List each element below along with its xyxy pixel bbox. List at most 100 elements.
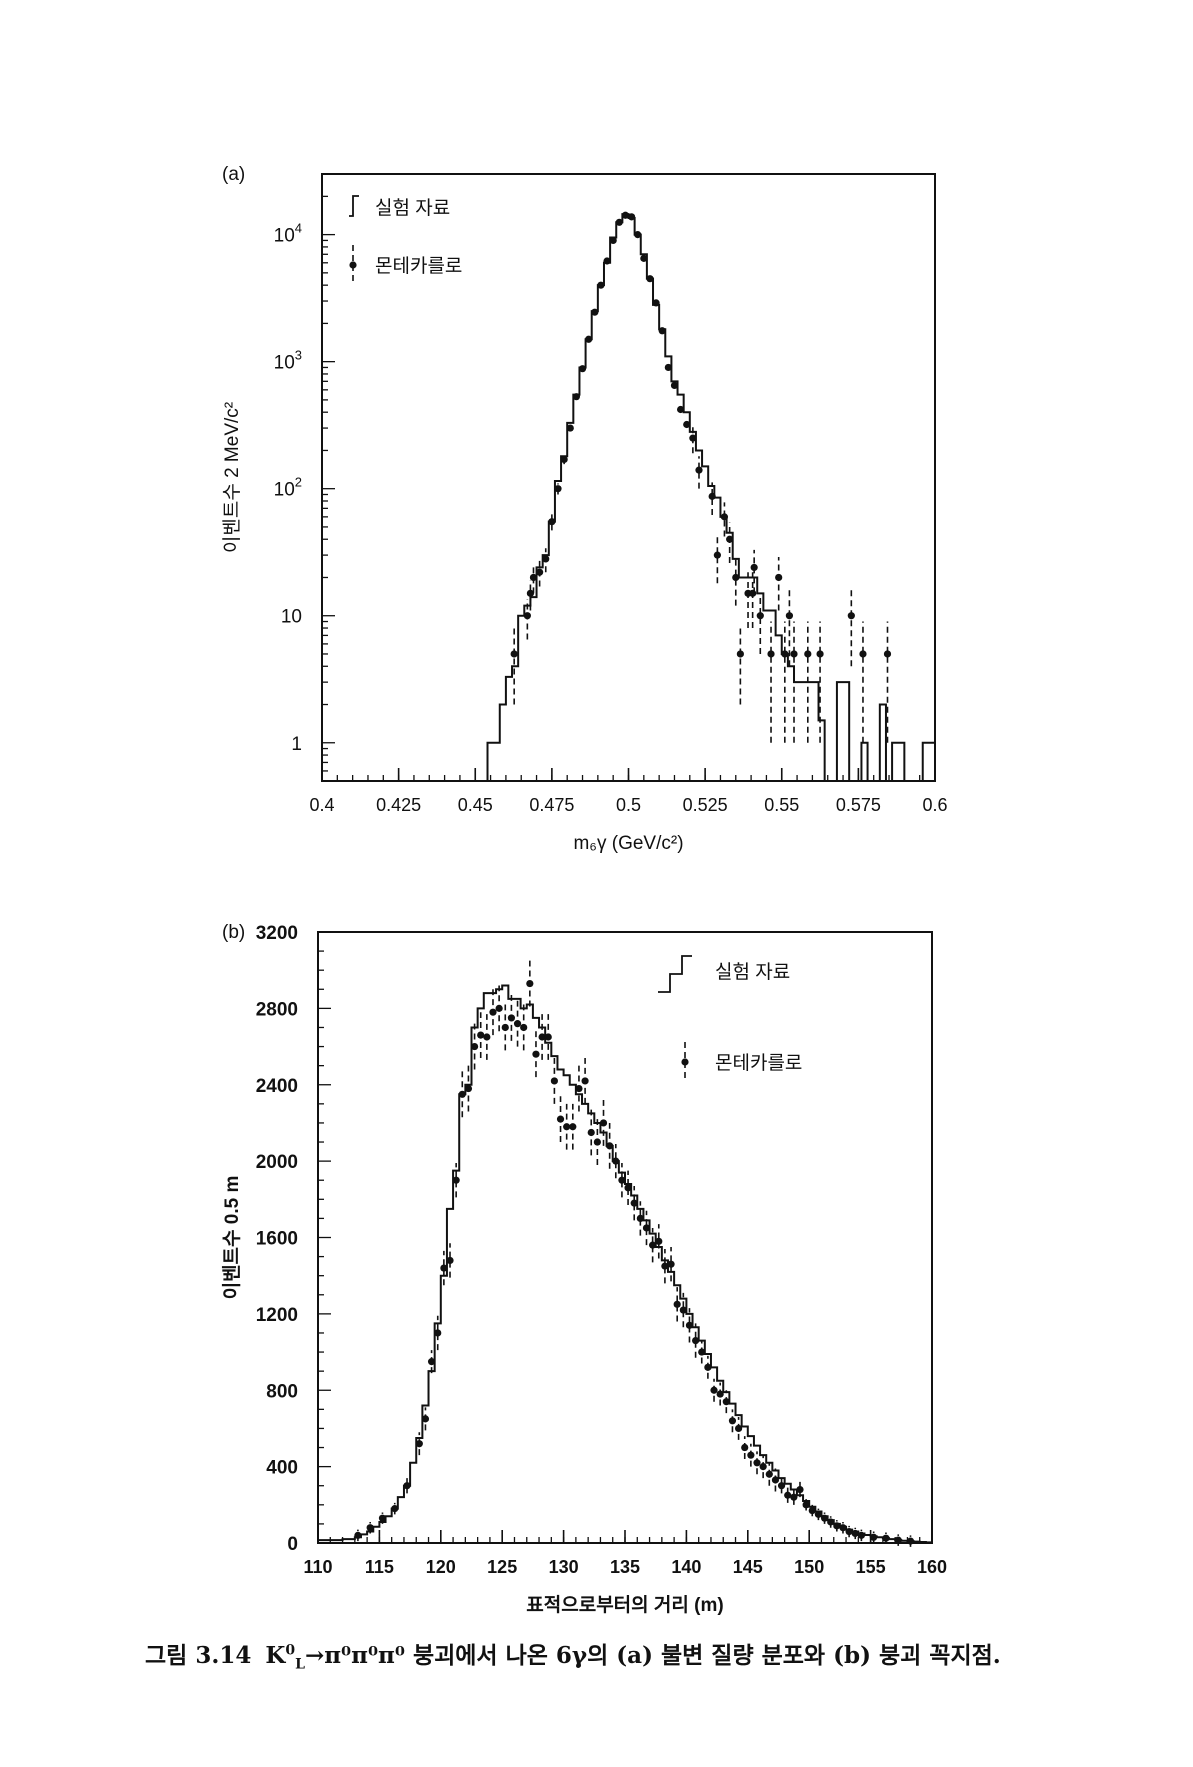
mc-point xyxy=(470,1042,479,1051)
mc-point xyxy=(578,365,587,373)
mc-point xyxy=(802,1501,810,1509)
mc-point xyxy=(781,650,789,658)
mc-point xyxy=(720,513,729,521)
mc-point xyxy=(510,650,518,658)
mc-point xyxy=(599,1119,608,1127)
mc-point xyxy=(894,1536,902,1544)
mc-point xyxy=(796,1485,804,1494)
y-tick-label: 2800 xyxy=(256,999,298,1020)
y-tick-base: 0 xyxy=(287,1534,298,1555)
y-tick-exponent: 4 xyxy=(295,221,302,236)
mc-point xyxy=(689,434,697,442)
mc-point xyxy=(710,1386,718,1394)
x-axis-title: 표적으로부터의 거리 (m) xyxy=(526,1594,723,1616)
mc-point xyxy=(434,1329,442,1337)
mc-point xyxy=(670,381,679,390)
x-tick-label: 135 xyxy=(610,1557,640,1577)
mc-point xyxy=(679,1306,687,1314)
mc-point xyxy=(747,1451,755,1459)
mc-point xyxy=(847,612,855,620)
y-tick-label: 2000 xyxy=(256,1152,298,1173)
mc-point xyxy=(495,1004,503,1012)
data-histogram xyxy=(486,213,936,782)
y-tick-exponent: 2 xyxy=(295,475,302,490)
mc-point xyxy=(464,1084,473,1093)
y-tick-base: 1 xyxy=(291,734,302,755)
mc-point xyxy=(814,1510,823,1518)
x-tick-label: 0.5 xyxy=(616,795,641,815)
legend-mc-label: 몬테카를로 xyxy=(375,255,462,277)
y-tick-label: 10 xyxy=(281,607,302,628)
mc-point xyxy=(790,1493,798,1501)
x-tick-label: 125 xyxy=(487,1557,517,1577)
mc-point xyxy=(749,589,757,597)
mc-point xyxy=(750,563,758,572)
mc-point xyxy=(664,363,672,372)
mc-point xyxy=(606,1142,614,1150)
mc-point xyxy=(640,254,648,262)
y-tick-base: 800 xyxy=(266,1381,298,1402)
x-tick-label: 150 xyxy=(794,1557,824,1577)
y-tick-base: 2400 xyxy=(256,1076,298,1097)
x-tick-label: 120 xyxy=(426,1557,456,1577)
mc-point xyxy=(391,1505,399,1513)
mc-point xyxy=(728,1417,737,1425)
mc-point xyxy=(403,1482,411,1490)
chart-a-invariant-mass: (a) 0.4 0.425 0.45 0.475 0.5 0.525 0.55 0.575 0.6… xyxy=(221,164,948,854)
x-tick-label: 0.575 xyxy=(836,795,881,815)
mc-point xyxy=(581,1077,589,1085)
chart-b-decay-vertex: (b)110 115 120 125 130 135 140 145 150 155 1600400… xyxy=(221,922,947,1616)
mc-point xyxy=(630,1199,638,1207)
mc-point xyxy=(520,1023,528,1032)
mc-point xyxy=(532,1050,540,1058)
mc-point xyxy=(458,1090,466,1098)
mc-point xyxy=(378,1514,387,1522)
legend-step-icon xyxy=(349,195,359,217)
mc-point xyxy=(906,1537,915,1545)
mc-point xyxy=(816,650,824,658)
y-tick-base: 10 xyxy=(274,226,295,247)
mc-point xyxy=(544,1033,552,1041)
mc-point xyxy=(808,1506,816,1515)
data-histogram xyxy=(317,984,933,1544)
mc-point xyxy=(661,1262,669,1270)
mc-point xyxy=(548,518,556,526)
mc-point xyxy=(612,1157,620,1165)
mc-point xyxy=(820,1514,829,1522)
mc-point xyxy=(585,335,593,343)
legend-data-label: 실험 자료 xyxy=(375,197,450,219)
mc-point xyxy=(677,405,685,414)
mc-point xyxy=(587,1128,595,1137)
x-tick-label: 0.425 xyxy=(376,795,421,815)
mc-point xyxy=(756,612,764,620)
mc-point xyxy=(726,535,734,543)
mc-point xyxy=(667,1260,675,1268)
mc-point xyxy=(673,1300,681,1308)
legend-mc-point-icon xyxy=(349,261,357,269)
plot-frame xyxy=(317,931,933,1544)
mc-point xyxy=(741,1443,749,1452)
panel-label: (a) xyxy=(222,164,245,185)
x-axis-title: m₆γ (GeV/c²) xyxy=(573,833,683,854)
mc-point xyxy=(649,1241,657,1249)
y-tick-label: 104 xyxy=(274,221,302,247)
mc-point xyxy=(415,1440,423,1448)
mc-point xyxy=(575,1084,583,1093)
mc-point xyxy=(716,1390,724,1398)
mc-point xyxy=(775,573,783,582)
y-tick-base: 2000 xyxy=(256,1152,298,1173)
mc-point xyxy=(839,1524,847,1532)
x-tick-label: 155 xyxy=(856,1557,886,1577)
mc-point xyxy=(857,1531,865,1539)
mc-point xyxy=(695,466,703,474)
caption-k: K xyxy=(265,1642,286,1669)
mc-point xyxy=(593,1138,601,1146)
mc-point xyxy=(652,299,660,307)
y-tick-base: 400 xyxy=(266,1458,298,1479)
mc-point xyxy=(550,1077,558,1085)
mc-point xyxy=(618,1176,626,1184)
mc-point xyxy=(736,650,744,658)
panel-label: (b) xyxy=(222,922,245,943)
mc-point xyxy=(655,1237,663,1245)
mc-point xyxy=(477,1031,485,1039)
